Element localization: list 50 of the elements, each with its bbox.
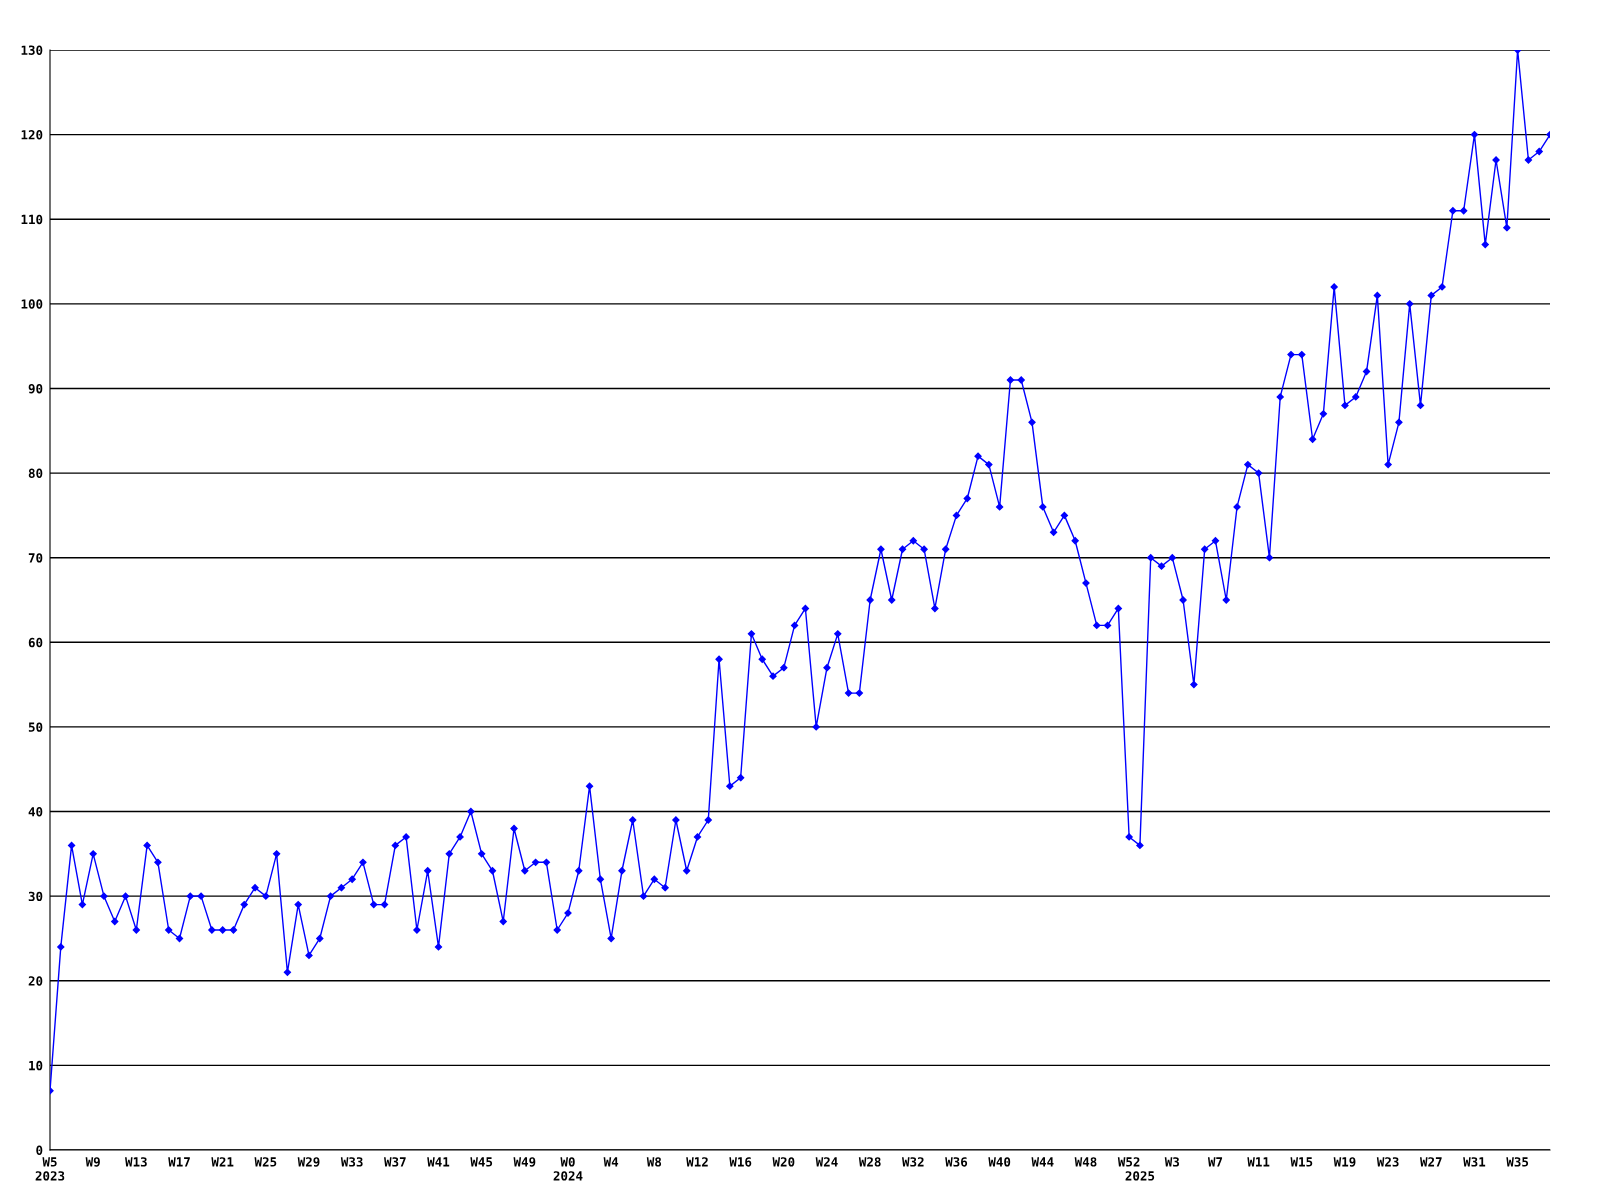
y-tick-label: 50 (28, 722, 43, 732)
x-tick-label: W11 (1247, 1157, 1270, 1167)
y-tick-label: 30 (28, 891, 43, 902)
x-tick-label: W32 (902, 1157, 924, 1167)
x-tick-label: 2025 (1125, 1171, 1155, 1181)
x-tick-label: W37 (384, 1157, 406, 1167)
x-tick-label: W45 (470, 1157, 493, 1167)
y-tick-label: 40 (28, 807, 43, 817)
x-tick-label: W4 (603, 1157, 619, 1167)
y-tick-label: 60 (28, 637, 43, 648)
x-tick-label: W49 (513, 1157, 536, 1167)
x-tick-label: W19 (1333, 1157, 1356, 1167)
x-tick-label: W23 (1376, 1157, 1399, 1167)
x-tick-label: W33 (340, 1157, 363, 1167)
x-tick-label: W28 (858, 1157, 881, 1167)
y-tick-label: 10 (29, 1060, 43, 1071)
x-tick-label: W15 (1290, 1157, 1313, 1167)
x-tick-label: W24 (815, 1157, 838, 1167)
y-tick-label: 130 (21, 45, 43, 55)
x-tick-label: W27 (1420, 1157, 1442, 1167)
x-tick-label: W8 (646, 1157, 662, 1167)
x-tick-label: W13 (125, 1157, 147, 1167)
y-tick-label: 70 (28, 553, 43, 563)
x-tick-label: W35 (1506, 1157, 1529, 1167)
x-tick-label: W17 (168, 1157, 190, 1167)
y-tick-label: 90 (28, 383, 43, 394)
x-tick-label: W41 (427, 1157, 450, 1167)
x-tick-label: W20 (772, 1157, 795, 1167)
y-tick-label: 100 (21, 299, 43, 309)
y-tick-label: 20 (28, 976, 43, 986)
x-tick-label: W40 (988, 1157, 1011, 1167)
x-tick-label: W25 (254, 1157, 277, 1167)
x-tick-label: W16 (729, 1157, 752, 1167)
x-tick-label: W29 (297, 1157, 320, 1167)
x-tick-label: W0 2024 (553, 1157, 583, 1181)
x-tick-label: W5 2023 (35, 1157, 65, 1181)
x-tick-label: W48 (1074, 1157, 1097, 1167)
x-tick-label: W52 (1117, 1157, 1140, 1167)
x-tick-label: W36 (945, 1157, 968, 1167)
x-tick-label: W3 (1164, 1157, 1180, 1167)
y-tick-label: 0 (36, 1145, 43, 1155)
x-tick-label: W7 (1207, 1157, 1223, 1167)
x-tick-label: W9 (85, 1157, 100, 1167)
x-tick-label: W31 (1463, 1157, 1486, 1167)
x-tick-label: W44 (1031, 1157, 1054, 1167)
y-tick-label: 110 (21, 214, 43, 225)
y-tick-label: 120 (21, 130, 43, 140)
x-tick-label: W21 (211, 1157, 234, 1167)
y-tick-label: 80 (28, 468, 43, 478)
x-tick-label: W12 (686, 1157, 708, 1167)
